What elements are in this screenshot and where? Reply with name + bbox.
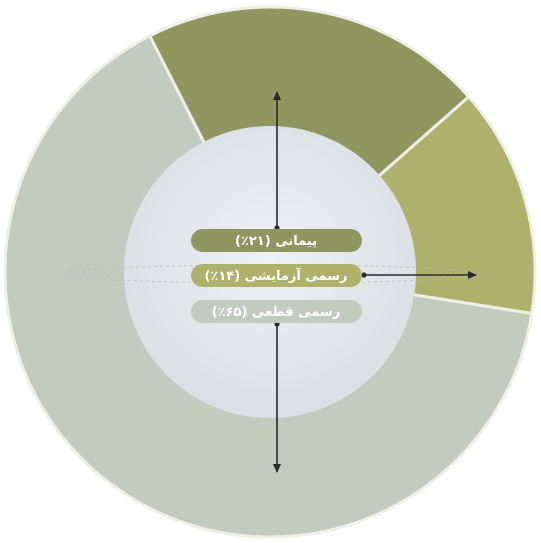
- legend-label-rasmi-ghatei: رسمی قطعی (۶۵٪): [212, 305, 341, 320]
- legend-pill-paymani: [191, 229, 362, 252]
- arrow-right-dot: [361, 272, 367, 278]
- legend-item-rasmi-azmayeshi: رسمی آزمایشی (۱۴٪): [191, 264, 362, 287]
- legend-pill-rasmi-ghatei: [191, 300, 362, 323]
- legend-label-paymani: پیمانی (۲۱٪): [235, 234, 317, 249]
- legend-pill-rasmi-azmayeshi: [191, 264, 362, 287]
- legend-item-rasmi-ghatei: رسمی قطعی (۶۵٪): [191, 300, 362, 323]
- legend-item-paymani: پیمانی (۲۱٪): [191, 229, 362, 252]
- legend-label-rasmi-azmayeshi: رسمی آزمایشی (۱۴٪): [204, 267, 347, 284]
- legend: پیمانی (۲۱٪) رسمی آزمایشی (۱۴٪) رسمی قطع…: [191, 229, 362, 323]
